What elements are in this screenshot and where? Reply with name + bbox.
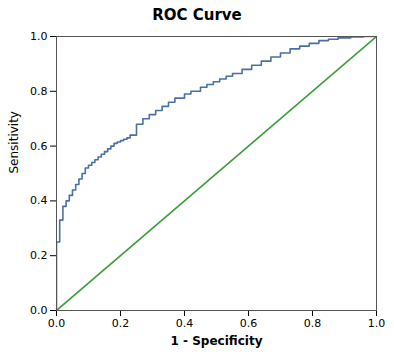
svg-text:0.0: 0.0 [48,317,66,330]
svg-text:Sensitivity: Sensitivity [7,111,21,173]
svg-text:0.6: 0.6 [30,140,48,153]
svg-text:0.0: 0.0 [30,304,48,317]
svg-text:0.8: 0.8 [30,85,48,98]
svg-text:0.4: 0.4 [30,194,48,207]
svg-text:1 - Specificity: 1 - Specificity [171,334,263,348]
svg-text:0.2: 0.2 [112,317,130,330]
svg-text:0.8: 0.8 [304,317,322,330]
svg-text:0.6: 0.6 [240,317,258,330]
svg-text:0.4: 0.4 [176,317,194,330]
html-text:ROC Curve: ROC Curve [152,6,242,24]
svg-text:1.0: 1.0 [368,317,386,330]
svg-text:0.2: 0.2 [30,249,48,262]
svg-text:1.0: 1.0 [30,30,48,43]
